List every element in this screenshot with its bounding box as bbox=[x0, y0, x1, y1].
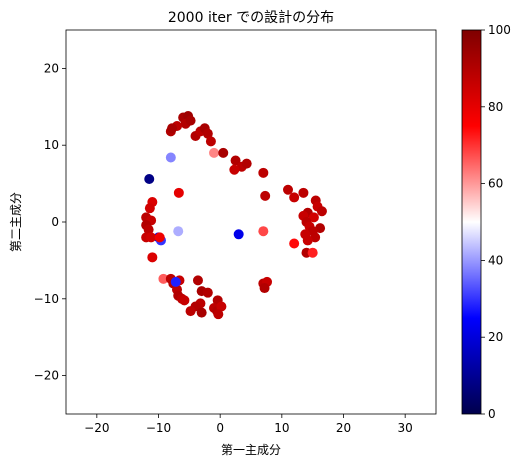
data-point bbox=[144, 173, 155, 184]
colorbar-tick-label: 80 bbox=[488, 100, 503, 114]
data-point bbox=[170, 276, 181, 287]
data-point bbox=[289, 192, 300, 203]
y-tick-label: 20 bbox=[44, 61, 59, 75]
data-point bbox=[241, 158, 252, 169]
y-axis-label: 第二主成分 bbox=[9, 192, 23, 252]
data-point bbox=[218, 147, 229, 158]
data-point bbox=[308, 212, 319, 223]
x-tick-label: 20 bbox=[336, 421, 351, 435]
data-point bbox=[179, 295, 190, 306]
data-point bbox=[298, 187, 309, 198]
data-point bbox=[283, 184, 293, 195]
data-point bbox=[144, 203, 155, 214]
data-point bbox=[209, 147, 219, 158]
data-point bbox=[229, 164, 240, 175]
data-point bbox=[167, 123, 178, 134]
data-point bbox=[185, 306, 196, 317]
colorbar-axis: 0 20 40 60 80 100 bbox=[481, 23, 511, 421]
x-tick-label: 10 bbox=[274, 421, 289, 435]
data-point bbox=[259, 283, 270, 294]
x-axis: −20 −10 0 10 20 30 bbox=[84, 414, 413, 435]
data-point bbox=[146, 232, 157, 243]
colorbar-tick-label: 40 bbox=[488, 253, 503, 267]
data-point bbox=[154, 232, 165, 243]
data-point bbox=[260, 190, 271, 201]
data-point bbox=[165, 152, 176, 163]
data-point bbox=[216, 301, 227, 312]
x-tick-label: −20 bbox=[84, 421, 109, 435]
chart-title: 2000 iter での設計の分布 bbox=[168, 10, 334, 26]
data-point bbox=[158, 273, 169, 284]
data-point bbox=[173, 187, 184, 198]
data-point bbox=[192, 275, 203, 286]
data-point bbox=[230, 155, 241, 166]
data-point bbox=[205, 136, 216, 147]
data-point bbox=[307, 247, 318, 258]
data-point bbox=[258, 167, 269, 178]
data-point bbox=[202, 287, 213, 298]
data-point bbox=[302, 235, 313, 246]
data-point bbox=[213, 309, 224, 320]
data-point bbox=[185, 115, 196, 126]
colorbar-tick-label: 100 bbox=[488, 23, 511, 37]
y-axis: −20 −10 0 10 20 bbox=[34, 61, 66, 383]
x-axis-label: 第一主成分 bbox=[221, 443, 281, 457]
colorbar-tick-label: 20 bbox=[488, 330, 503, 344]
data-point bbox=[173, 226, 184, 237]
y-tick-label: 0 bbox=[51, 215, 59, 229]
scatter-points bbox=[141, 111, 327, 320]
data-point bbox=[196, 307, 207, 318]
data-point bbox=[289, 238, 300, 249]
data-point bbox=[258, 226, 269, 237]
x-tick-label: 0 bbox=[216, 421, 224, 435]
x-tick-label: −10 bbox=[146, 421, 171, 435]
y-tick-label: −10 bbox=[34, 292, 59, 306]
data-point bbox=[202, 128, 213, 139]
plot-area bbox=[65, 29, 437, 415]
colorbar-tick-label: 60 bbox=[488, 177, 503, 191]
y-tick-label: 10 bbox=[44, 138, 59, 152]
x-tick-label: 30 bbox=[398, 421, 413, 435]
y-tick-label: −20 bbox=[34, 369, 59, 383]
data-point bbox=[143, 224, 154, 235]
data-point bbox=[316, 206, 327, 217]
data-point bbox=[147, 252, 158, 263]
colorbar bbox=[461, 29, 482, 415]
colorbar-tick-label: 0 bbox=[488, 407, 496, 421]
data-point bbox=[233, 229, 244, 240]
